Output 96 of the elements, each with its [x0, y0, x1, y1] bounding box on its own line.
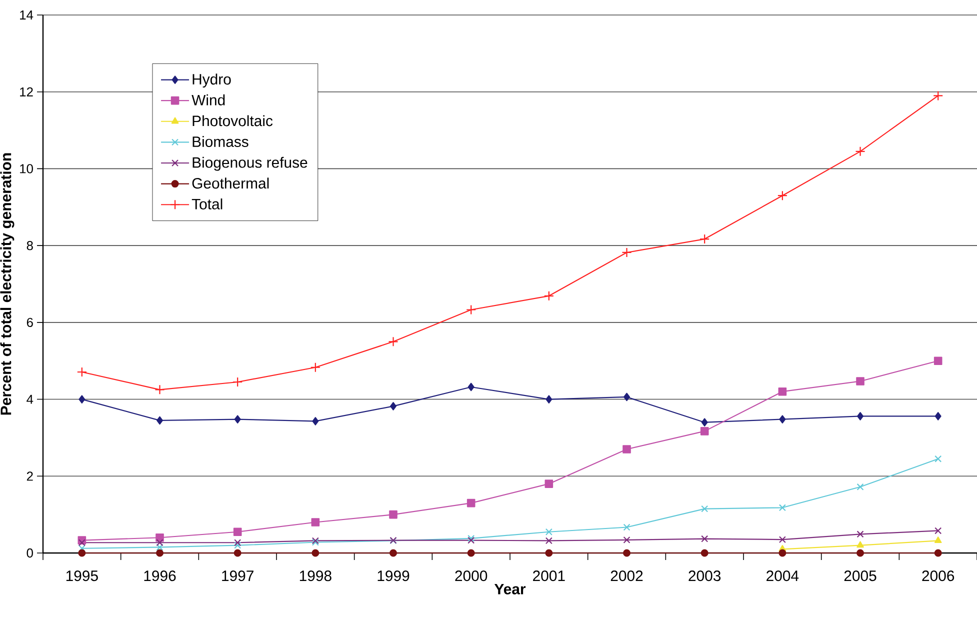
point [934, 412, 942, 420]
y-tick-label: 10 [20, 164, 33, 174]
point [78, 539, 86, 546]
x-tick-label: 1996 [144, 570, 176, 582]
point [622, 247, 632, 258]
point [544, 290, 554, 301]
point [545, 528, 552, 536]
x-tick-label: 1997 [222, 570, 254, 582]
point [78, 395, 86, 404]
point [778, 504, 786, 512]
point [156, 549, 164, 557]
point [934, 527, 942, 534]
y-axis-title: Percent of total electricity generation [0, 153, 14, 415]
point [856, 549, 864, 557]
x-tick-label: 1995 [66, 570, 98, 582]
point [777, 190, 788, 201]
legend-label: Wind [192, 94, 225, 106]
point [778, 536, 786, 544]
point [856, 377, 864, 386]
point [312, 549, 320, 557]
y-tick-label: 8 [26, 240, 33, 250]
point [389, 510, 398, 519]
point [701, 535, 708, 542]
point [466, 304, 476, 315]
point [778, 387, 787, 396]
point [934, 549, 942, 557]
y-tick-label: 4 [26, 394, 34, 404]
point [310, 362, 320, 372]
legend-label: Biogenous refuse [192, 156, 308, 171]
point [232, 376, 243, 388]
point [156, 533, 164, 542]
y-tick-label: 0 [26, 548, 33, 558]
point [856, 541, 864, 548]
point [466, 498, 476, 508]
point [154, 384, 165, 395]
point [934, 356, 942, 366]
legend-label: Photovoltaic [192, 115, 273, 126]
point [156, 544, 164, 551]
x-tick-label: 2001 [533, 570, 565, 582]
x-tick-label: 2000 [455, 570, 488, 582]
point [390, 549, 398, 557]
point [856, 530, 864, 538]
point [234, 542, 242, 549]
x-tick-label: 1998 [300, 570, 332, 582]
point [934, 455, 942, 462]
x-tick-label: 2003 [688, 570, 721, 582]
point [779, 415, 786, 424]
point [234, 539, 242, 546]
point [700, 549, 708, 557]
point [546, 395, 552, 404]
point [544, 480, 554, 488]
point [78, 549, 86, 557]
x-axis-title: Year [494, 584, 526, 594]
y-tick-label: 14 [20, 10, 34, 20]
point [234, 549, 242, 557]
x-tick-label: 2006 [922, 570, 954, 582]
point [855, 146, 866, 156]
point [468, 382, 474, 392]
point [700, 427, 709, 436]
point [388, 336, 398, 347]
point [545, 549, 553, 557]
legend-label: Hydro [192, 74, 231, 88]
x-tick-label: 2005 [844, 570, 876, 582]
point [856, 483, 864, 490]
point [934, 536, 942, 544]
point [156, 416, 164, 425]
y-tick-label: 12 [20, 87, 33, 96]
point [312, 417, 319, 426]
point [234, 415, 241, 424]
point [467, 549, 475, 557]
point [933, 90, 944, 101]
point [701, 505, 708, 512]
point [623, 549, 631, 557]
point [390, 402, 397, 410]
y-tick-label: 6 [26, 318, 33, 328]
point [78, 544, 86, 552]
point [311, 518, 320, 526]
x-tick-label: 2002 [610, 570, 643, 582]
point [700, 234, 710, 244]
point [857, 412, 864, 420]
legend-label: Geothermal [192, 178, 269, 189]
legend-label: Biomass [192, 136, 248, 147]
point [233, 528, 242, 536]
x-tick-label: 2004 [766, 570, 799, 582]
point [545, 537, 552, 544]
x-tick-label: 1999 [378, 570, 410, 582]
point [623, 536, 630, 544]
point [622, 445, 631, 454]
point [778, 549, 786, 557]
point [156, 539, 164, 546]
point [76, 366, 87, 378]
point [623, 524, 630, 531]
point [624, 392, 630, 402]
legend-label: Total [192, 198, 222, 210]
point [701, 418, 708, 426]
y-tick-label: 2 [26, 472, 33, 481]
